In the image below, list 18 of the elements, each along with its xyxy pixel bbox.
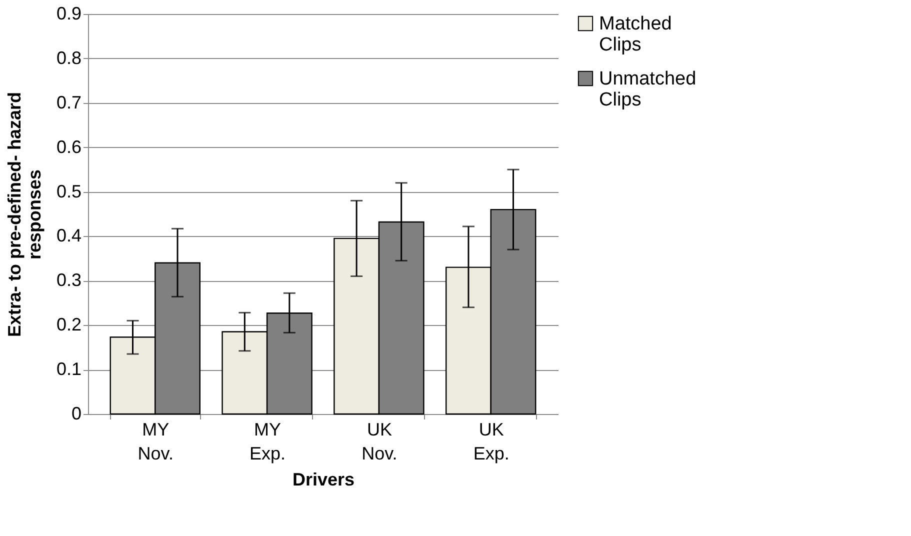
- x-tick-label: UK Nov.: [362, 420, 398, 464]
- x-axis-title: Drivers: [292, 470, 355, 490]
- y-tick-label: 0: [71, 404, 82, 424]
- y-tick-label: 0.5: [56, 181, 82, 202]
- y-tick-label: 0.7: [56, 92, 82, 112]
- y-tick-label: 0.6: [56, 136, 82, 157]
- x-tick-label: MY Nov.: [138, 420, 174, 464]
- x-tick-label: UK Exp.: [473, 420, 510, 464]
- y-tick-label: 0.1: [56, 359, 82, 380]
- y-tick-label: 0.8: [56, 48, 82, 68]
- y-tick-label: 0.3: [56, 270, 82, 290]
- y-tick-label: 0.9: [56, 4, 82, 24]
- legend-label: Unmatched Clips: [599, 68, 696, 110]
- y-tick-label: 0.2: [56, 314, 82, 335]
- x-tick-label: MY Exp.: [250, 420, 286, 464]
- y-axis-title: Extra- to pre-defined- hazard responses: [4, 92, 44, 338]
- legend-label: Matched Clips: [599, 14, 672, 56]
- y-tick-label: 0.4: [56, 226, 82, 246]
